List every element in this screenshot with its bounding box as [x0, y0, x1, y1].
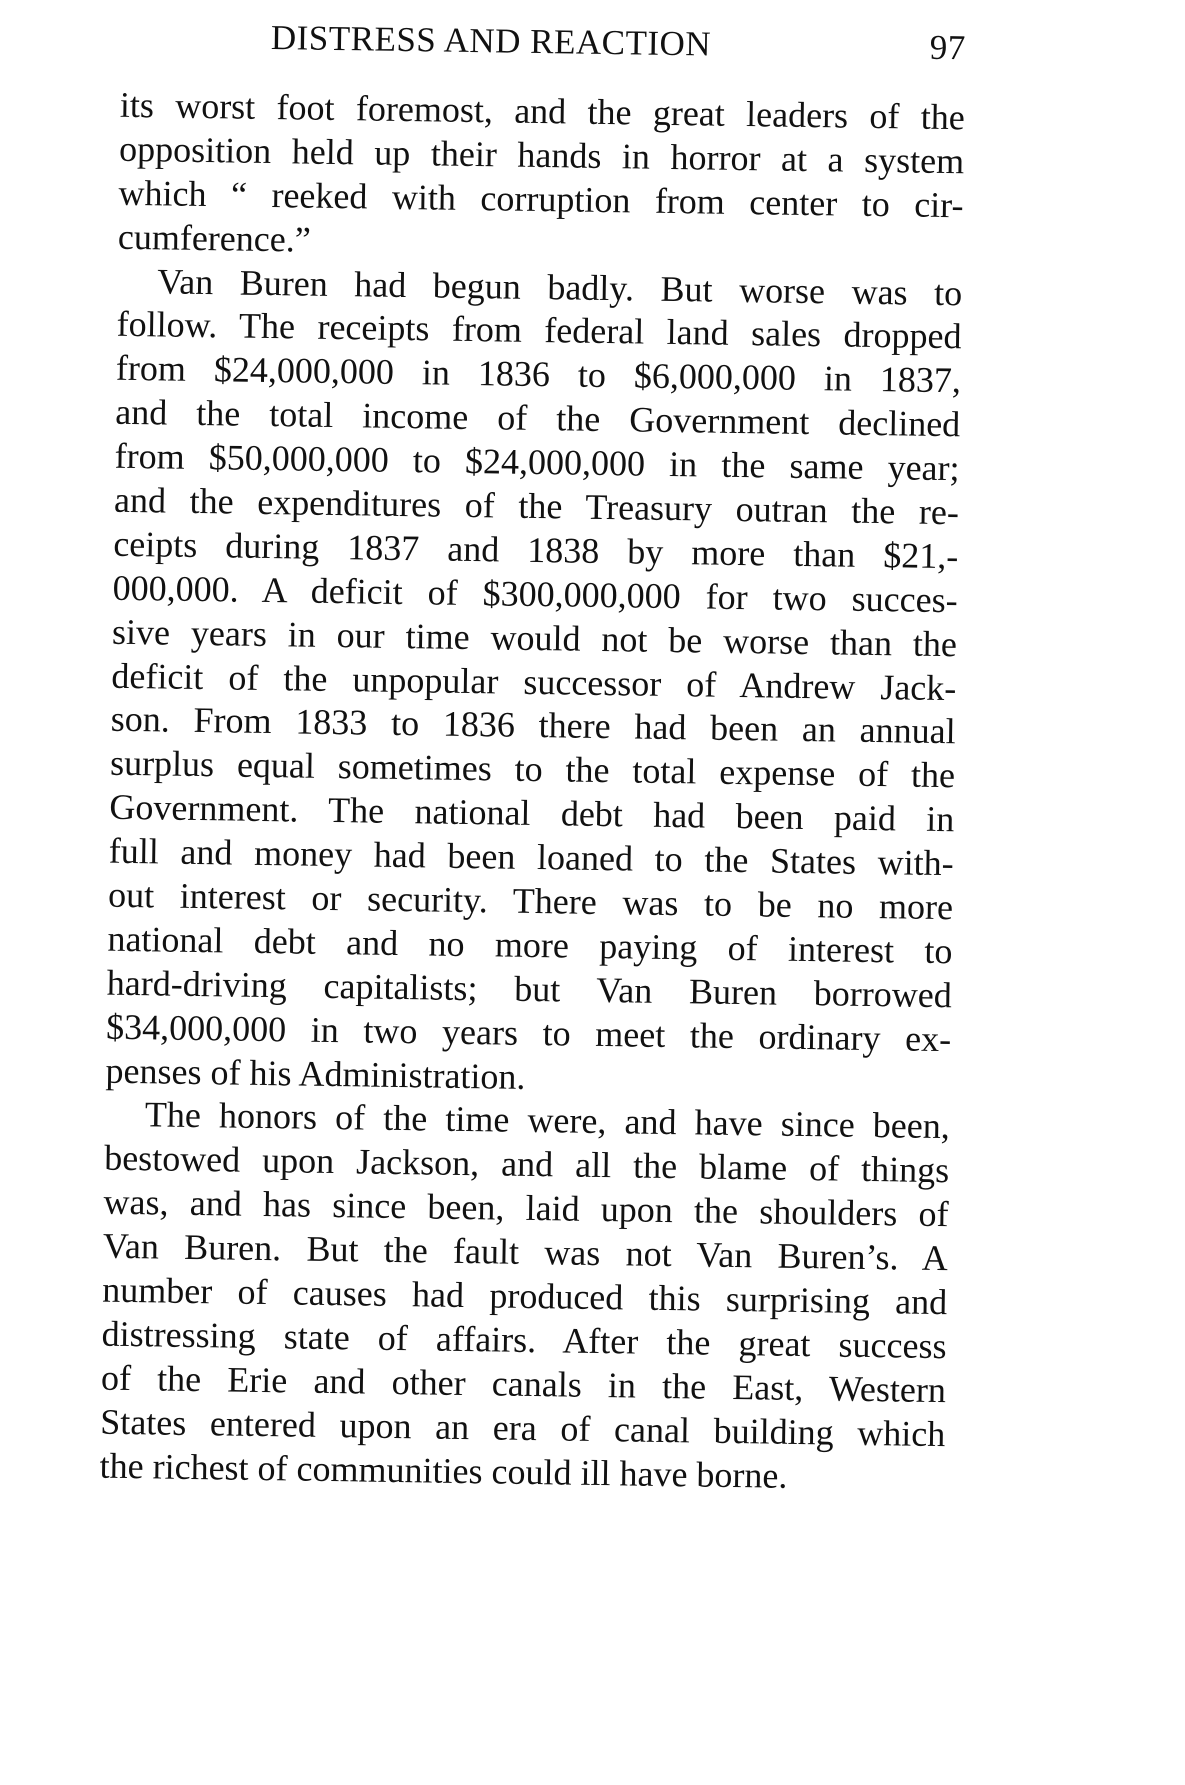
paragraph: Van Buren had begun badly. But worse was…	[105, 259, 962, 1105]
paragraph: The honors of the time were, and have si…	[99, 1093, 950, 1501]
running-title: DISTRESS AND REACTION	[270, 18, 712, 64]
paragraph: its worst foot foremost, and the great l…	[118, 84, 966, 272]
body-text: its worst foot foremost, and the great l…	[99, 84, 965, 1501]
page-number: 97	[929, 27, 967, 68]
running-head: DISTRESS AND REACTION 97	[271, 18, 967, 72]
